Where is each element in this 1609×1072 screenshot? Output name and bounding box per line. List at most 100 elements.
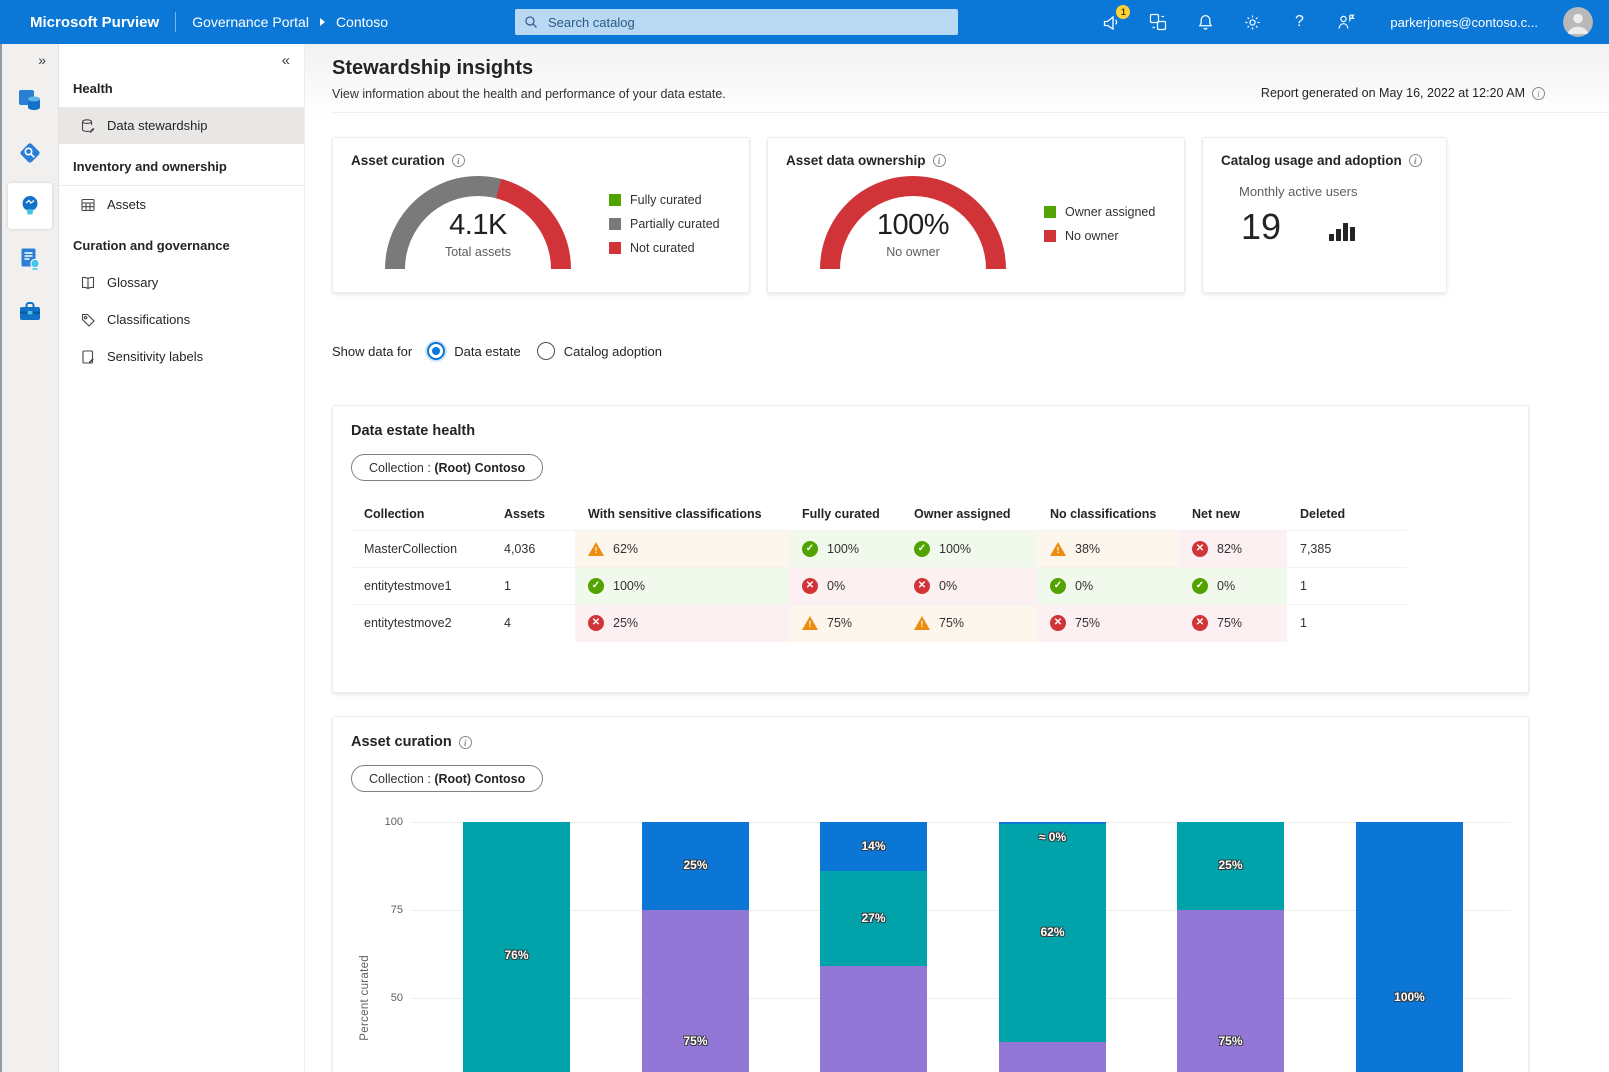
metric-cell: ✓ 100%: [575, 567, 789, 605]
stacked-bar[interactable]: 100%: [1356, 822, 1463, 1072]
info-icon[interactable]: [451, 154, 465, 167]
sidebar-item-data-stewardship[interactable]: Data stewardship: [59, 107, 304, 144]
account-name[interactable]: parkerjones@contoso.c...: [1390, 14, 1538, 30]
metric-value: 100%: [613, 579, 645, 593]
stacked-bar[interactable]: ≈ 0% 62%: [999, 822, 1106, 1072]
feedback-icon[interactable]: [1335, 11, 1357, 33]
breadcrumb-tenant[interactable]: Contoso: [335, 14, 389, 30]
column-header: Fully curated: [802, 507, 880, 521]
bar-segment-purple: [1177, 910, 1284, 1072]
legend-label: Partially curated: [630, 216, 720, 231]
bar-segment-label: 14%: [861, 838, 886, 853]
legend-label: Owner assigned: [1065, 204, 1156, 219]
rail-expand-icon[interactable]: »: [38, 52, 46, 68]
menu-section-header: Health: [73, 81, 113, 96]
sidebar-menu: « Health Data stewardship Inventory and ow…: [59, 44, 305, 1072]
search-input[interactable]: [546, 13, 949, 31]
radio-options: Data estate Catalog adoption: [427, 342, 662, 360]
sidebar-item-label: Classifications: [107, 312, 191, 327]
radio-label: Catalog adoption: [563, 343, 663, 359]
metric-value: 82%: [1217, 542, 1243, 556]
org-switch-icon[interactable]: [1147, 11, 1169, 33]
sidebar-item-assets[interactable]: Assets: [59, 186, 304, 223]
rail-item-management[interactable]: [8, 289, 52, 335]
settings-icon[interactable]: [1241, 11, 1263, 33]
rail-item-insights[interactable]: [8, 183, 52, 229]
stacked-bar[interactable]: 25% 75%: [1177, 822, 1284, 1072]
radio-catalog-adoption[interactable]: Catalog adoption: [536, 342, 663, 360]
check-circle-icon: ✓: [802, 541, 818, 557]
stacked-bar[interactable]: 25% 75%: [642, 822, 749, 1072]
metric-value: 75%: [939, 616, 965, 631]
collection-filter-pill[interactable]: Collection : (Root) Contoso: [351, 765, 544, 792]
bar-segment-teal: [1177, 822, 1284, 910]
app-title[interactable]: Microsoft Purview: [30, 13, 160, 31]
metric-value: 100%: [939, 542, 971, 556]
table-row[interactable]: entitytestmove2 4 ✕ 25%! 75%! 75% ✕ 75% ✕ 75% 1: [351, 604, 1407, 642]
sidebar-item-glossary[interactable]: Glossary: [59, 264, 304, 301]
notifications-icon[interactable]: [1194, 11, 1216, 33]
metric-value: 0%: [827, 579, 846, 593]
info-icon[interactable]: [1532, 86, 1545, 100]
announcements-icon[interactable]: 1: [1100, 5, 1131, 33]
management-icon: [17, 299, 43, 325]
rail-item-data-map[interactable]: [8, 130, 52, 176]
bar-segment-label: 76%: [504, 947, 529, 962]
stacked-bar[interactable]: 14% 27%: [820, 822, 927, 1072]
info-icon[interactable]: [932, 154, 946, 167]
metric-value: 75%: [1075, 616, 1101, 631]
rail-item-policy[interactable]: [8, 236, 52, 282]
radio-button[interactable]: [427, 342, 446, 360]
bar-segment-purple: [642, 910, 749, 1072]
metric-value: 100%: [827, 542, 859, 556]
bar-segment-label: 27%: [861, 910, 886, 925]
help-icon[interactable]: ?: [1288, 11, 1310, 33]
gridline: [411, 822, 1511, 823]
collection-filter-pill[interactable]: Collection : (Root) Contoso: [351, 454, 544, 481]
breadcrumb-caret-icon: [319, 18, 325, 26]
metric-cell: ✕ 75%: [1037, 604, 1179, 642]
deleted-count: 1: [1287, 604, 1407, 642]
menu-collapse-icon[interactable]: «: [281, 52, 290, 69]
breadcrumb-portal[interactable]: Governance Portal: [192, 14, 309, 30]
metric-cell: ✕ 25%: [575, 604, 789, 642]
column-header: Deleted: [1300, 507, 1346, 521]
y-tick-label: 100: [384, 816, 403, 828]
sidebar-item-classifications[interactable]: Classifications: [59, 301, 304, 338]
warning-triangle-icon: !: [914, 616, 930, 631]
topbar-divider: [175, 12, 177, 32]
bar-segment-purple: [820, 966, 927, 1072]
collection-name: MasterCollection: [351, 530, 491, 568]
topbar: Microsoft Purview Governance Portal Cont…: [0, 0, 1609, 44]
radio-button[interactable]: [536, 342, 555, 360]
stacked-bar[interactable]: 76%: [463, 822, 570, 1072]
radio-data-estate[interactable]: Data estate: [427, 342, 521, 360]
menu-section-header: Inventory and ownership: [73, 159, 227, 174]
info-icon[interactable]: [1408, 154, 1422, 167]
health-table: Collection Assets With sensitive classific…: [351, 498, 1407, 642]
column-header: No classifications: [1050, 507, 1157, 521]
metric-cell: ✕ 0%: [901, 567, 1037, 605]
x-circle-icon: ✕: [802, 578, 818, 594]
search-box[interactable]: [515, 9, 958, 35]
avatar[interactable]: [1563, 7, 1593, 37]
metric-cell: ! 75%: [789, 604, 901, 642]
data-sources-icon: [17, 87, 43, 113]
sidebar-item-sensitivity-labels[interactable]: Sensitivity labels: [59, 338, 304, 375]
bar-segment-label: 100%: [1394, 990, 1425, 1004]
bar-segment-teal: [463, 822, 570, 1072]
menu-section-header: Curation and governance: [73, 238, 230, 253]
sidebar-item-label: Data stewardship: [107, 118, 208, 133]
info-icon[interactable]: [458, 735, 472, 749]
legend-swatch: [609, 193, 621, 206]
classifications-icon: [80, 312, 96, 328]
sidebar-item-label: Glossary: [107, 275, 159, 290]
legend-swatch: [609, 217, 621, 230]
topbar-actions: 1 ? parkerjones@contoso.c...: [1100, 5, 1609, 37]
check-circle-icon: ✓: [1192, 578, 1208, 594]
table-row[interactable]: MasterCollection 4,036! 62% ✓ 100% ✓ 100%! 38% ✕…: [351, 530, 1407, 568]
table-row[interactable]: entitytestmove1 1 ✓ 100% ✕ 0% ✕ 0% ✓ 0% ✓ 0% 1: [351, 567, 1407, 605]
rail-item-data-sources[interactable]: [8, 77, 52, 123]
glossary-icon: [80, 275, 96, 291]
bar-segment-label: 75%: [1218, 1034, 1243, 1048]
